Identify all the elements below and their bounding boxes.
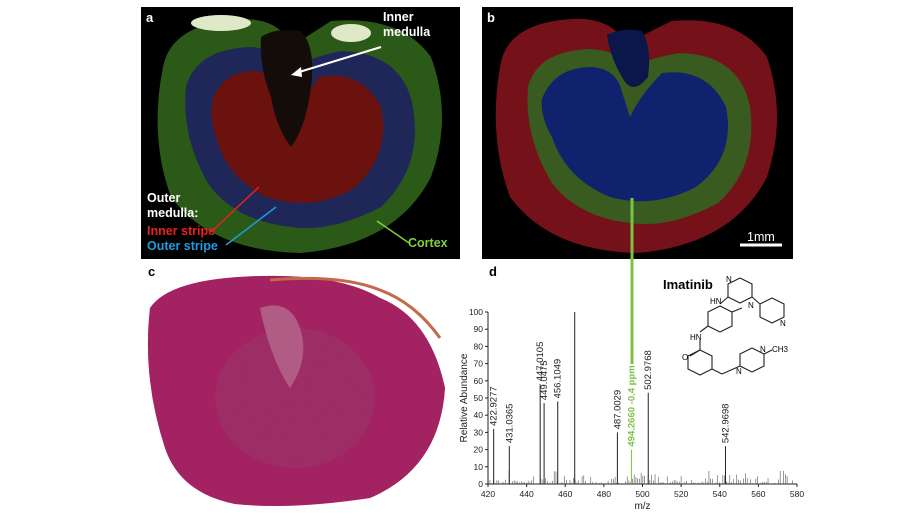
peak-label: 487.0029 xyxy=(612,390,623,430)
atom-hn1: HN xyxy=(710,297,722,306)
atom-ch3: CH3 xyxy=(772,345,789,354)
kidney-fluorescence-a xyxy=(141,7,460,259)
x-tick-label: 460 xyxy=(558,489,572,499)
y-tick-label: 40 xyxy=(474,410,484,420)
panel-a-image xyxy=(141,7,460,259)
mass-spectrum-chart: 0 10 20 30 40 50 60 70 80 90 100 420 440 460 480 500 520… xyxy=(459,307,804,512)
scale-bar-label: 1mm xyxy=(747,230,775,244)
peak-label: 494.2660 -0.4 ppm xyxy=(626,365,637,446)
peak-label: 422.9277 xyxy=(489,386,500,426)
atom-hn2: HN xyxy=(690,333,702,342)
y-tick-label: 30 xyxy=(474,427,484,437)
y-tick-label: 20 xyxy=(474,445,484,455)
x-tick-label: 420 xyxy=(481,489,495,499)
compound-name: Imatinib xyxy=(663,277,713,292)
y-tick-label: 90 xyxy=(474,324,484,334)
kidney-histology-c xyxy=(147,275,445,506)
x-tick-label: 440 xyxy=(520,489,534,499)
x-tick-label: 520 xyxy=(674,489,688,499)
y-tick-label: 60 xyxy=(474,376,484,386)
x-tick-label: 560 xyxy=(751,489,765,499)
x-tick-label: 540 xyxy=(713,489,727,499)
inner-medulla-label: Inner medulla xyxy=(383,10,431,39)
y-tick-label: 50 xyxy=(474,393,484,403)
atom-n4: N xyxy=(736,367,742,376)
y-tick-label: 80 xyxy=(474,341,484,351)
kidney-fluorescence-b xyxy=(482,7,793,259)
peak-connector-line xyxy=(630,198,634,364)
y-tick-label: 0 xyxy=(478,479,483,489)
imatinib-structure: N N HN N HN O N N CH3 xyxy=(682,275,789,376)
y-tick-label: 10 xyxy=(474,462,484,472)
panel-b-image xyxy=(482,7,793,259)
peak-label: 502.9768 xyxy=(643,350,654,390)
atom-n1: N xyxy=(726,275,732,284)
panel-d-label: d xyxy=(489,264,497,279)
atom-n3: N xyxy=(780,319,786,328)
y-tick-label: 70 xyxy=(474,359,484,369)
panel-b-label: b xyxy=(487,10,495,25)
panel-a-label: a xyxy=(146,10,154,25)
x-axis-label: m/z xyxy=(634,501,650,512)
x-tick-label: 480 xyxy=(597,489,611,499)
y-axis-label: Relative Abundance xyxy=(459,353,470,442)
cortex-label: Cortex xyxy=(408,236,448,250)
atom-n5: N xyxy=(760,345,766,354)
outer-stripe-label: Outer stripe xyxy=(147,239,218,253)
peak-label: 449.0475 xyxy=(539,361,550,401)
atom-n2: N xyxy=(748,301,754,310)
outer-medulla-label: Outer medulla: xyxy=(147,191,199,220)
peak-label: 456.1049 xyxy=(553,359,564,399)
x-tick-label: 500 xyxy=(635,489,649,499)
panel-c-label: c xyxy=(148,264,156,279)
peak-label: 431.0365 xyxy=(504,404,515,444)
y-tick-label: 100 xyxy=(469,307,483,317)
atom-o: O xyxy=(682,353,688,362)
inner-stripe-label: Inner stripe xyxy=(147,224,216,238)
x-tick-label: 580 xyxy=(790,489,804,499)
peak-label: 447.0105 xyxy=(535,342,546,382)
peak-label: 542.9698 xyxy=(720,404,731,444)
